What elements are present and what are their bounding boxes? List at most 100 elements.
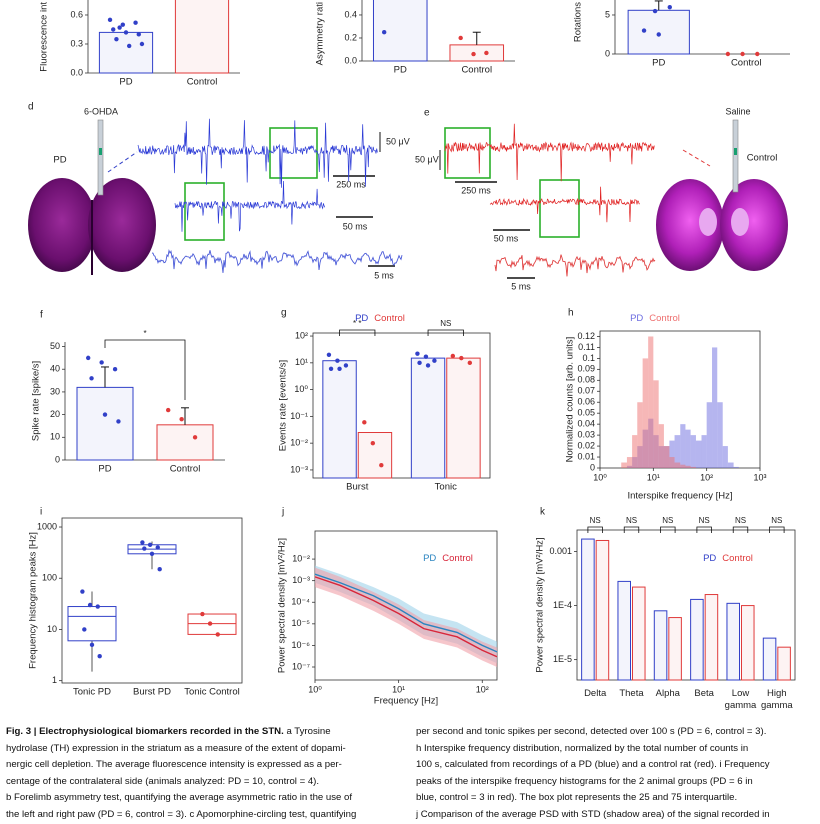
data-point: [111, 27, 116, 32]
line: [314, 573, 498, 653]
x-tick-label: 10¹: [392, 684, 405, 694]
histogram-bar: [695, 440, 702, 468]
y-tick-label: 10⁻³: [290, 464, 308, 474]
trace: [151, 248, 403, 273]
zoom-box: [269, 127, 318, 179]
bar: [410, 357, 446, 479]
histogram-bar: [669, 440, 675, 468]
data-point: [652, 8, 658, 14]
trace: [137, 118, 378, 188]
panel-letter: g: [281, 308, 287, 319]
data-point: [381, 30, 387, 35]
data-point: [423, 354, 429, 359]
x-tick-label: Control: [170, 464, 201, 475]
histogram-bar: [626, 457, 633, 468]
y-tick-label: 0.6: [70, 9, 83, 19]
x-tick-label: Low gamma: [724, 688, 757, 711]
y-tick-label: 50: [50, 341, 60, 351]
x-tick-label: PD: [119, 77, 132, 88]
data-point: [450, 353, 456, 359]
bar: [357, 432, 393, 479]
histogram-bar: [663, 446, 670, 468]
data-point: [102, 412, 108, 417]
data-point: [149, 551, 155, 556]
y-tick-label: 20: [50, 409, 60, 419]
x-tick-label: 10⁰: [593, 472, 607, 482]
y-tick-label: 40: [50, 364, 60, 374]
trace: [489, 186, 640, 223]
data-point: [432, 358, 437, 363]
data-point: [215, 632, 220, 637]
scale-label: 250 ms: [336, 179, 366, 189]
significance: NS: [771, 516, 782, 525]
caption-line: peaks of the interspike frequency histog…: [416, 775, 753, 787]
y-tick-label: 10⁻⁵: [292, 618, 311, 628]
electrode: [732, 119, 739, 193]
significance: NS: [590, 516, 601, 525]
electrode: [97, 119, 104, 196]
caption-line: nergic cell depletion. The average fluor…: [6, 759, 342, 771]
trace: [494, 254, 656, 277]
histogram-bar: [658, 424, 664, 468]
plot-frame: [61, 517, 243, 684]
data-point: [99, 360, 104, 365]
data-point: [755, 51, 760, 57]
legend-entry: Control: [649, 313, 680, 324]
data-point: [370, 440, 376, 446]
legend-entry: Control: [374, 313, 405, 324]
bar: [446, 357, 481, 479]
data-point: [328, 366, 334, 371]
data-point: [157, 567, 162, 572]
data-point: [362, 420, 367, 425]
caption-title: Fig. 3 | Electrophysiological biomarkers…: [6, 726, 284, 737]
y-axis-label: Asymmetry rati: [315, 2, 326, 65]
data-point: [207, 621, 213, 626]
y-tick-label: 10⁰: [294, 384, 308, 394]
brain-slice: [28, 178, 96, 272]
y-tick-label: 0.11: [578, 342, 595, 352]
bar: [76, 386, 134, 461]
y-tick-label: 0.07: [577, 386, 595, 396]
panel-letter: i: [40, 507, 42, 518]
caption-line: Fig. 3 | Electrophysiological biomarkers…: [6, 724, 410, 741]
bar: [704, 594, 719, 681]
panel-letter: j: [281, 507, 284, 518]
electrode-tip: [99, 148, 102, 155]
histogram-bar: [701, 435, 707, 468]
treatment-label: 6-OHDA: [84, 106, 118, 116]
significance: NS: [735, 516, 746, 525]
caption-text: a Tyrosine: [286, 726, 331, 737]
x-tick-label: Burst: [346, 482, 369, 493]
trace: [174, 180, 326, 232]
data-point: [139, 41, 145, 47]
y-tick-label: 0.06: [577, 397, 595, 407]
data-point: [471, 51, 476, 57]
x-tick-label: PD: [652, 58, 665, 69]
significance-bracket: [587, 526, 603, 533]
scale-label: 50 ms: [343, 221, 368, 231]
y-tick-label: 0.0: [70, 67, 83, 77]
data-point: [192, 435, 198, 440]
recording-e: e Saline Control 50 μV 250 ms 50 ms 5 ms: [415, 106, 788, 291]
y-tick-label: 0.0: [344, 55, 357, 65]
bar: [627, 9, 690, 55]
y-axis-label: Rotations: [573, 2, 584, 42]
x-tick-label: 10³: [753, 472, 766, 482]
histogram-bar: [712, 347, 718, 468]
significance: * *: [353, 319, 361, 328]
y-axis-label: Spike rate [spike/s]: [31, 361, 42, 441]
significance-bracket: [427, 329, 464, 336]
bar: [449, 44, 505, 62]
y-tick-label: 100: [42, 573, 57, 583]
data-point: [343, 363, 349, 368]
histogram-bar: [642, 358, 649, 468]
x-tick-label: Tonic: [435, 482, 457, 493]
y-tick-label: 0.2: [344, 32, 357, 42]
histogram-bar: [685, 429, 691, 468]
bar: [668, 617, 682, 681]
group-label: PD: [53, 155, 66, 166]
data-point: [136, 32, 141, 37]
y-tick-label: 1000: [37, 521, 57, 531]
line: [314, 576, 498, 658]
